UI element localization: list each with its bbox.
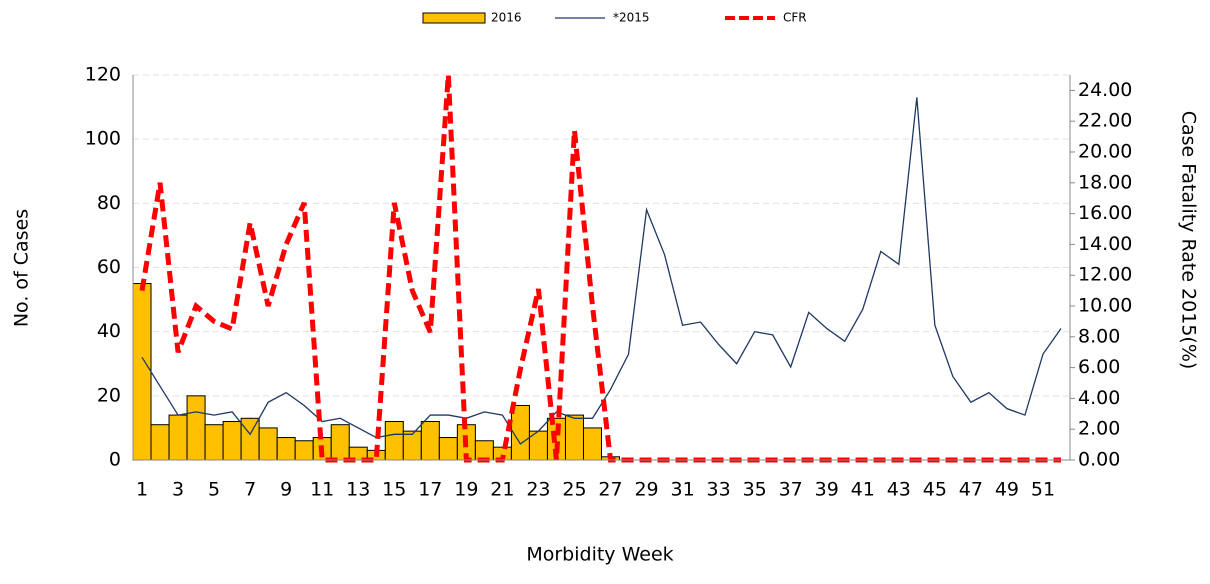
x-tick-label: 21 [490, 479, 514, 501]
x-tick-label: 13 [346, 479, 370, 501]
bar [330, 424, 350, 461]
x-tick-label: 19 [454, 479, 478, 501]
x-tick-label: 29 [634, 479, 658, 501]
x-tick-label: 51 [1031, 479, 1055, 501]
x-tick-label: 15 [382, 479, 406, 501]
legend-label: *2015 [613, 11, 650, 25]
x-tick-label: 11 [310, 479, 334, 501]
y2-tick-label: 24.00 [1078, 79, 1132, 101]
y-tick-label: 120 [85, 64, 121, 86]
x-tick-label: 17 [418, 479, 442, 501]
y-axis-title: No. of Cases [11, 209, 33, 327]
y-tick-label: 20 [97, 384, 121, 406]
bar [204, 424, 224, 461]
y-tick-label: 40 [97, 320, 121, 342]
x-tick-label: 35 [743, 479, 767, 501]
y2-tick-label: 4.00 [1078, 387, 1120, 409]
x-tick-label: 9 [280, 479, 292, 501]
y2-tick-label: 2.00 [1078, 418, 1120, 440]
x-tick-label: 37 [779, 479, 803, 501]
bar [240, 417, 260, 461]
x-tick-label: 25 [562, 479, 586, 501]
bar [150, 424, 170, 461]
legend-label: CFR [783, 11, 807, 25]
x-tick-label: 27 [598, 479, 622, 501]
legend-label: 2016 [491, 11, 522, 25]
y2-axis-title: Case Fatality Rate 2015(%) [1178, 111, 1200, 370]
bar [294, 440, 314, 461]
y2-tick-label: 22.00 [1078, 110, 1132, 132]
bar [276, 437, 296, 461]
x-tick-label: 49 [995, 479, 1019, 501]
y2-tick-label: 6.00 [1078, 356, 1120, 378]
y2-tick-label: 8.00 [1078, 325, 1120, 347]
cfr-line [139, 74, 1061, 463]
y2-tick-label: 20.00 [1078, 141, 1132, 163]
bar [402, 430, 422, 461]
y-tick-label: 60 [97, 256, 121, 278]
bar [168, 414, 188, 461]
x-tick-label: 23 [526, 479, 550, 501]
bar [258, 427, 278, 461]
x-tick-label: 47 [959, 479, 983, 501]
x-tick-label: 45 [923, 479, 947, 501]
x-tick-label: 1 [136, 479, 148, 501]
y2-tick-label: 12.00 [1078, 264, 1132, 286]
x-tick-label: 41 [851, 479, 875, 501]
x-tick-label: 7 [244, 479, 256, 501]
bar [564, 414, 584, 461]
x-axis-title: Morbidity Week [526, 544, 673, 566]
y2-tick-label: 0.00 [1078, 449, 1120, 471]
bar [132, 283, 152, 461]
y2-tick-label: 18.00 [1078, 171, 1132, 193]
y2-tick-label: 16.00 [1078, 202, 1132, 224]
bar [222, 421, 242, 461]
bar [582, 427, 603, 461]
y-tick-label: 100 [85, 128, 121, 150]
bar [384, 421, 404, 461]
x-tick-label: 39 [815, 479, 839, 501]
x-tick-label: 5 [208, 479, 220, 501]
y-tick-label: 0 [109, 449, 121, 471]
legend-swatch [422, 12, 486, 24]
y2-tick-label: 10.00 [1078, 295, 1132, 317]
x-tick-label: 33 [707, 479, 731, 501]
x-tick-label: 43 [887, 479, 911, 501]
bar [438, 437, 458, 461]
y2-tick-label: 14.00 [1078, 233, 1132, 255]
bar [474, 440, 494, 461]
x-tick-label: 31 [670, 479, 694, 501]
bar [186, 395, 206, 461]
bar [420, 421, 440, 461]
x-tick-label: 3 [172, 479, 184, 501]
y-tick-label: 80 [97, 192, 121, 214]
